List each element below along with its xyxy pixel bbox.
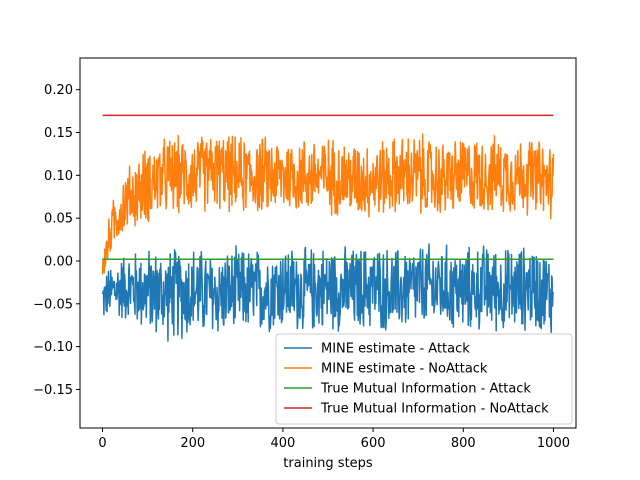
y-tick-label: −0.05 xyxy=(33,297,73,312)
y-tick-label: −0.15 xyxy=(33,383,73,398)
x-tick-label: 400 xyxy=(270,436,295,451)
legend-label: True Mutual Information - Attack xyxy=(320,382,531,397)
y-tick-label: 0.05 xyxy=(44,212,73,227)
x-tick-label: 800 xyxy=(451,436,476,451)
legend-label: MINE estimate - NoAttack xyxy=(321,362,488,377)
legend-label: True Mutual Information - NoAttack xyxy=(320,402,549,417)
x-tick-label: 0 xyxy=(98,436,106,451)
legend: MINE estimate - Attack MINE estimate - No… xyxy=(275,333,573,425)
legend-label: MINE estimate - Attack xyxy=(321,342,470,357)
legend-box xyxy=(275,333,573,425)
series-line-0 xyxy=(101,243,555,342)
series-line-1 xyxy=(101,133,555,275)
x-axis-label: training steps xyxy=(283,456,373,471)
x-axis: 0 200 400 600 800 1000 xyxy=(98,428,570,451)
y-tick-label: 0.10 xyxy=(44,169,73,184)
series-layer xyxy=(101,114,555,342)
y-tick-label: 0.20 xyxy=(44,83,73,98)
plot-area-frame xyxy=(79,57,577,429)
y-axis: −0.15 −0.10 −0.05 0.00 0.05 0.10 0.15 0.20 xyxy=(33,83,80,398)
y-tick-label: 0.00 xyxy=(44,254,73,269)
x-tick-label: 1000 xyxy=(537,436,570,451)
y-tick-label: 0.15 xyxy=(44,126,73,141)
x-tick-label: 600 xyxy=(361,436,386,451)
y-tick-label: −0.10 xyxy=(33,340,73,355)
x-tick-label: 200 xyxy=(180,436,205,451)
